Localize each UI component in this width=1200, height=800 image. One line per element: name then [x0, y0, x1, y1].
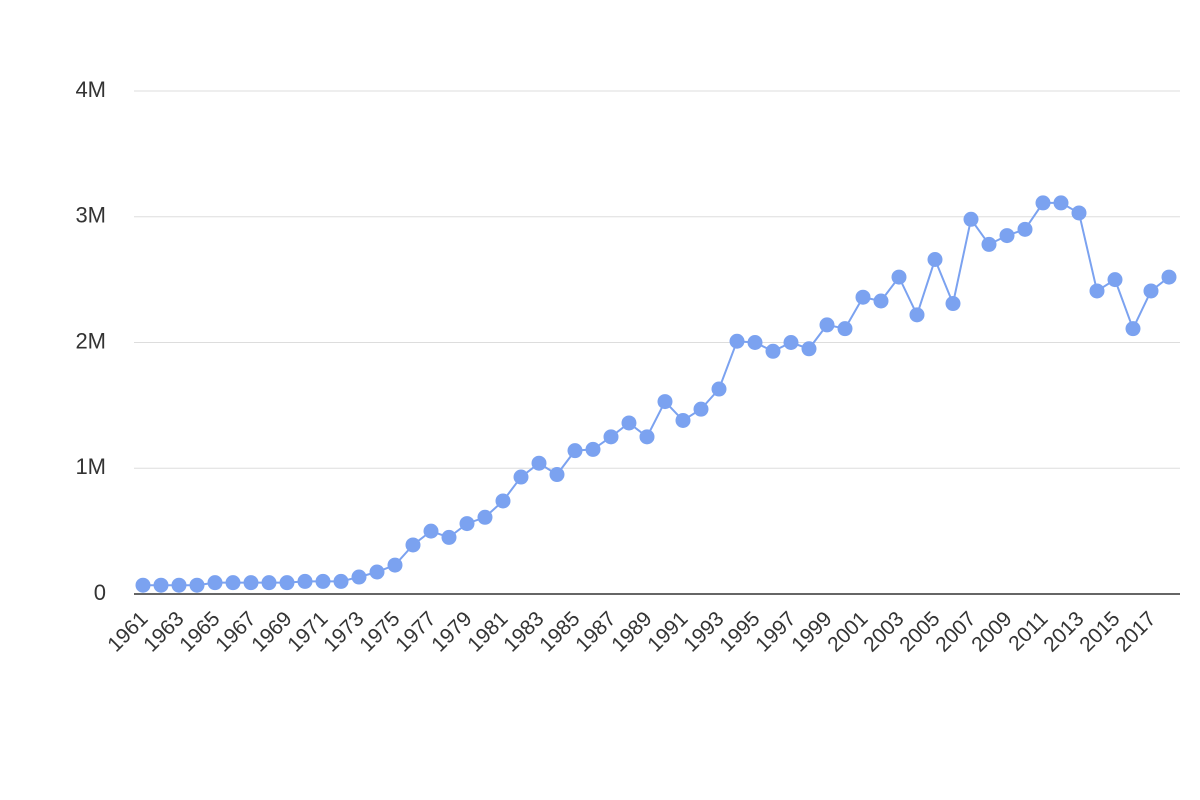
data-point	[729, 333, 745, 349]
data-point	[1125, 321, 1141, 337]
x-tick-label: 1981	[463, 607, 512, 656]
y-tick-label: 3M	[75, 203, 106, 228]
data-point	[639, 429, 655, 445]
x-tick-label: 1965	[175, 607, 224, 656]
data-point	[981, 236, 997, 252]
data-point	[1053, 195, 1069, 211]
data-point	[873, 293, 889, 309]
data-point	[801, 341, 817, 357]
data-point	[513, 469, 529, 485]
data-point	[531, 455, 547, 471]
data-point	[189, 577, 205, 593]
data-point	[297, 573, 313, 589]
x-tick-label: 1969	[247, 607, 296, 656]
x-tick-label: 1985	[535, 607, 584, 656]
data-point	[585, 441, 601, 457]
data-point	[1071, 205, 1087, 221]
data-point	[1035, 195, 1051, 211]
y-tick-label: 1M	[75, 454, 106, 479]
data-point	[459, 516, 475, 532]
data-point	[261, 575, 277, 591]
y-tick-label: 4M	[75, 77, 106, 102]
data-point	[171, 577, 187, 593]
x-tick-label: 1983	[499, 607, 548, 656]
x-tick-label: 1967	[211, 607, 260, 656]
x-tick-label: 1997	[751, 607, 800, 656]
data-point	[837, 321, 853, 337]
x-tick-label: 2011	[1004, 607, 1052, 655]
data-point	[657, 394, 673, 410]
data-point	[909, 307, 925, 323]
x-tick-label: 1999	[787, 607, 836, 656]
x-tick-label: 1977	[391, 607, 440, 656]
x-tick-label: 1971	[283, 607, 332, 656]
x-tick-label: 1987	[571, 607, 620, 656]
data-point	[369, 564, 385, 580]
data-point	[999, 228, 1015, 244]
data-point	[1089, 283, 1105, 299]
data-point	[243, 575, 259, 591]
data-point	[477, 509, 493, 525]
x-tick-label: 2013	[1039, 607, 1088, 656]
x-tick-label: 2009	[967, 607, 1016, 656]
data-point	[1107, 272, 1123, 288]
x-tick-label: 2017	[1111, 607, 1160, 656]
data-point	[891, 269, 907, 285]
data-point	[783, 335, 799, 350]
x-tick-label: 1991	[643, 607, 692, 656]
data-point	[855, 289, 871, 305]
x-tick-label: 1975	[355, 607, 404, 656]
data-point	[351, 569, 367, 585]
x-tick-label: 2005	[895, 607, 944, 656]
x-tick-label: 2001	[823, 607, 872, 656]
data-point	[153, 577, 169, 593]
data-point	[819, 317, 835, 333]
x-tick-label: 2003	[859, 607, 908, 656]
x-tick-label: 1963	[139, 607, 188, 656]
data-point	[207, 575, 223, 591]
data-point	[945, 296, 961, 312]
data-point	[225, 575, 241, 591]
y-tick-label: 2M	[75, 328, 106, 353]
data-point	[765, 343, 781, 359]
y-tick-label: 0	[94, 580, 106, 605]
data-point	[1017, 221, 1033, 237]
data-point	[315, 573, 331, 589]
data-point	[387, 557, 403, 573]
data-point	[423, 523, 439, 539]
data-point	[621, 415, 637, 431]
x-tick-label: 1995	[715, 607, 764, 656]
series-line	[143, 201, 1170, 587]
x-tick-label: 2015	[1075, 607, 1124, 656]
data-point	[495, 493, 511, 509]
data-point	[927, 252, 943, 268]
data-point	[405, 537, 421, 553]
data-point	[279, 575, 295, 591]
data-point	[333, 573, 349, 589]
x-tick-label: 1979	[427, 607, 476, 656]
data-point	[549, 467, 565, 483]
x-tick-label: 2007	[931, 607, 980, 656]
data-point	[711, 381, 727, 397]
data-point	[1143, 283, 1159, 299]
data-point	[603, 429, 619, 445]
data-point	[135, 577, 151, 593]
x-tick-label: 1961	[103, 607, 152, 656]
x-tick-label: 1989	[607, 607, 656, 656]
data-point	[567, 443, 583, 459]
data-point	[675, 412, 691, 428]
data-point	[1161, 269, 1177, 285]
x-tick-label: 1973	[319, 607, 368, 656]
data-point	[963, 211, 979, 227]
data-point	[441, 529, 457, 545]
data-point	[693, 401, 709, 417]
x-tick-label: 1993	[679, 607, 728, 656]
data-point	[747, 335, 763, 350]
